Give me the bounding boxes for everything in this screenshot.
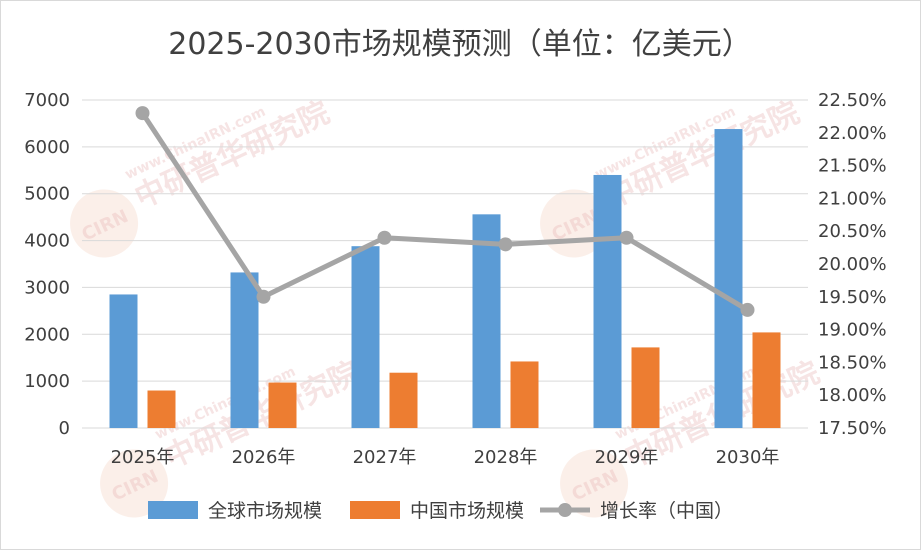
y-right-tick-label: 17.50% [818,418,887,439]
axes: 0 1000 2000 3000 4000 5000 6000 7000 17.50% 18.00… [24,90,886,468]
growth-point [619,230,634,245]
bar-global [472,214,501,428]
chart-title: 2025-2030市场规模预测（单位：亿美元） [168,27,752,62]
legend-swatch [350,501,400,519]
bar-china [268,382,297,428]
bar-china [147,390,176,428]
watermark-logo-icon [100,449,169,518]
legend: 全球市场规模 中国市场规模 增长率（中国） [148,500,733,522]
y-left-tick-label: 7000 [24,90,70,111]
bar-china [389,372,418,428]
y-right-tick-label: 20.00% [818,254,887,275]
legend-label: 中国市场规模 [410,500,524,522]
y-right-tick-label: 19.00% [818,320,887,341]
growth-point [135,106,150,121]
bar-global [593,174,622,428]
x-tick-label: 2025年 [111,447,175,468]
y-right-tick-label: 18.50% [818,352,887,373]
x-tick-label: 2026年 [232,447,296,468]
y-left-tick-label: 5000 [24,184,70,205]
x-tick-label: 2029年 [595,447,659,468]
y-right-tick-label: 18.00% [818,385,887,406]
y-right-tick-label: 20.50% [818,221,887,242]
bar-global [230,272,259,428]
bar-global [714,129,743,428]
growth-point [377,230,392,245]
bar-global [351,246,380,428]
x-tick-label: 2028年 [474,447,538,468]
growth-point [740,302,755,317]
bar-china [631,347,660,428]
bar-china [752,332,781,428]
legend-label: 增长率（中国） [600,500,733,522]
bar-china [510,361,539,428]
y-right-tick-label: 19.50% [818,287,887,308]
growth-point [256,289,271,304]
x-tick-label: 2030年 [716,447,780,468]
watermark-logo-icon [560,449,629,518]
x-tick-label: 2027年 [353,447,417,468]
y-left-tick-label: 3000 [24,277,70,298]
y-right-tick-label: 22.50% [818,90,887,111]
growth-line-path [140,110,750,313]
legend-marker [558,503,572,517]
bars [109,129,781,428]
y-left-tick-label: 2000 [24,324,70,345]
gridlines [82,99,808,429]
y-right-tick-label: 21.00% [818,188,887,209]
y-left-tick-label: 1000 [24,371,70,392]
y-left-tick-label: 6000 [24,137,70,158]
growth-point [498,237,513,252]
y-right-tick-label: 22.00% [818,123,887,144]
legend-label: 全球市场规模 [208,500,322,522]
y-left-tick-label: 4000 [24,231,70,252]
bar-global [109,294,138,428]
y-left-tick-label: 0 [59,418,70,439]
y-right-tick-label: 21.50% [818,156,887,177]
legend-swatch [148,501,198,519]
growth-line [135,106,755,317]
